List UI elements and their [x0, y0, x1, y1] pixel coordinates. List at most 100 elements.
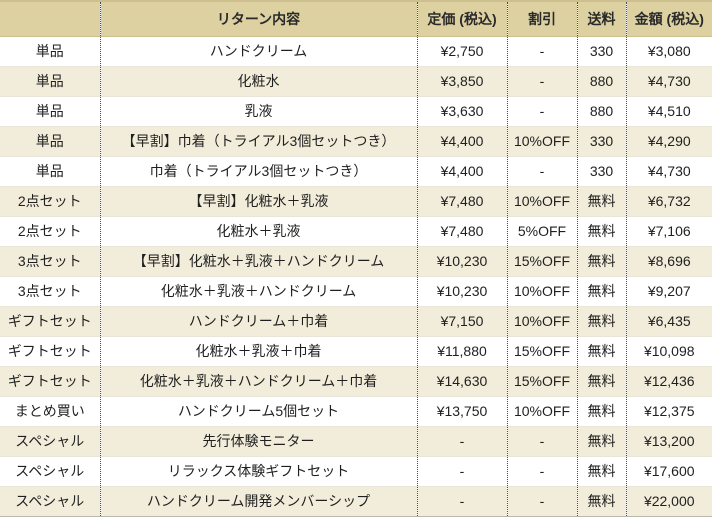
table-row: ギフトセット 化粧水＋乳液＋ハンドクリーム＋巾着 ¥14,630 15%OFF 無料 ¥1…	[0, 366, 712, 397]
cell-shipping: 330	[577, 156, 627, 187]
cell-category: 3点セット	[0, 246, 101, 277]
cell-shipping: 無料	[577, 456, 627, 487]
table-row: 2点セット 化粧水＋乳液 ¥7,480 5%OFF 無料 ¥7,106	[0, 216, 712, 247]
cell-discount: 5%OFF	[507, 216, 578, 247]
cell-price: ¥10,230	[417, 246, 508, 277]
cell-discount: 10%OFF	[507, 276, 578, 307]
table-row: スペシャル リラックス体験ギフトセット - - 無料 ¥17,600	[0, 456, 712, 487]
cell-category: ギフトセット	[0, 336, 101, 367]
cell-amount: ¥6,435	[626, 306, 712, 337]
cell-price: ¥2,750	[417, 36, 508, 67]
cell-content: 【早割】化粧水＋乳液	[100, 186, 418, 217]
header-category	[0, 1, 101, 37]
cell-amount: ¥22,000	[643, 493, 695, 509]
cell-category: 単品	[0, 66, 101, 97]
cell-content: 化粧水＋乳液＋ハンドクリーム	[100, 276, 418, 307]
cell-shipping: 無料	[577, 216, 627, 247]
table-row: ギフトセット ハンドクリーム＋巾着 ¥7,150 10%OFF 無料 ¥6,435	[0, 306, 712, 337]
cell-category: ギフトセット	[0, 366, 101, 397]
header-price: 定価 (税込)	[417, 1, 508, 37]
cell-price: -	[417, 426, 508, 457]
cell-shipping: 無料	[577, 396, 627, 427]
cell-amount: ¥17,600	[626, 456, 712, 487]
cell-shipping: 無料	[577, 276, 627, 307]
table-row: 単品 【早割】巾着（トライアル3個セットつき） ¥4,400 10%OFF 330 ¥4,…	[0, 126, 712, 157]
table-row: 2点セット 【早割】化粧水＋乳液 ¥7,480 10%OFF 無料 ¥6,732	[0, 186, 712, 217]
cell-shipping: 無料	[577, 246, 627, 277]
cell-discount: 10%OFF	[507, 126, 578, 157]
table-row: 単品 ハンドクリーム ¥2,750-330 ¥3,080	[0, 36, 712, 67]
cell-category: 単品	[0, 36, 101, 67]
cell-amount: ¥10,098	[626, 336, 712, 367]
cell-category: 3点セット	[0, 276, 101, 307]
cell-price: -	[417, 456, 508, 487]
cell-price: ¥7,150	[417, 306, 508, 337]
cell-discount: -	[507, 96, 578, 127]
cell-content: ハンドクリーム＋巾着	[100, 306, 418, 337]
cell-category: 単品	[0, 126, 101, 157]
cell-category: スペシャル	[0, 426, 101, 457]
cell-shipping: 無料	[577, 366, 627, 397]
table-row: まとめ買い ハンドクリーム5個セット ¥13,750 10%OFF 無料 ¥12,375	[0, 396, 712, 427]
cell-amount: ¥6,732	[626, 186, 712, 217]
cell-discount: -	[507, 486, 578, 516]
cell-amount: ¥3,080	[626, 36, 712, 67]
header-discount: 割引	[507, 1, 578, 37]
cell-shipping: 無料	[577, 486, 627, 516]
cell-price: ¥4,400	[417, 126, 508, 157]
cell-price: ¥7,480	[417, 216, 508, 247]
cell-category: 単品	[0, 156, 101, 187]
header-content: リターン内容	[100, 1, 418, 37]
cell-discount: 15%OFF	[507, 336, 578, 367]
cell-category: スペシャル	[0, 456, 101, 487]
table-row: 3点セット 【早割】化粧水＋乳液＋ハンドクリーム ¥10,230 15%OFF 無料 ¥8…	[0, 246, 712, 277]
cell-shipping: 無料	[577, 426, 627, 457]
cell-category: 単品	[0, 96, 101, 127]
cell-amount: ¥4,510	[626, 96, 712, 127]
cell-content: ハンドクリーム5個セット	[100, 396, 418, 427]
cell-discount: 10%OFF	[507, 396, 578, 427]
cell-price: ¥10,230	[417, 276, 508, 307]
table-row: スペシャル 先行体験モニター - - 無料 ¥13,200	[0, 426, 712, 457]
cell-category: 2点セット	[0, 186, 101, 217]
cell-discount: 15%OFF	[507, 366, 578, 397]
table-row: スペシャル ハンドクリーム開発メンバーシップ - - 無料 ¥22,000	[0, 486, 712, 516]
header-row: リターン内容 定価 (税込) 割引 送料 金額 (税込)	[0, 1, 712, 37]
cell-content: ハンドクリーム	[100, 36, 418, 67]
cell-price: ¥14,630	[417, 366, 508, 397]
cell-content: 化粧水＋乳液＋巾着	[100, 336, 418, 367]
cell-content: 巾着（トライアル3個セットつき）	[100, 156, 418, 187]
table-row: 単品 化粧水 ¥3,850-880 ¥4,730	[0, 66, 712, 97]
cell-price: ¥11,880	[417, 336, 508, 367]
cell-shipping: 無料	[577, 186, 627, 217]
cell-category: ギフトセット	[0, 306, 101, 337]
cell-content: 【早割】巾着（トライアル3個セットつき）	[100, 126, 418, 157]
cell-content: 乳液	[100, 96, 418, 127]
table-row: 単品 乳液 ¥3,630-880 ¥4,510	[0, 96, 712, 127]
cell-discount: -	[507, 66, 578, 97]
cell-shipping: 330	[577, 36, 627, 67]
cell-category: スペシャル	[0, 486, 101, 516]
cell-amount: ¥12,375	[626, 396, 712, 427]
cell-content: 【早割】化粧水＋乳液＋ハンドクリーム	[100, 246, 418, 277]
cell-category: 2点セット	[0, 216, 101, 247]
table-body: 単品 ハンドクリーム ¥2,750-330 ¥3,080 単品 化粧水 ¥3,850-880…	[0, 36, 712, 516]
cell-amount: ¥9,207	[626, 276, 712, 307]
header-amount: 金額 (税込)	[626, 1, 712, 37]
cell-amount: ¥8,696	[626, 246, 712, 277]
cell-price: ¥4,400	[417, 156, 508, 187]
cell-discount: -	[507, 36, 578, 67]
cell-shipping: 無料	[577, 306, 627, 337]
table-row: 単品 巾着（トライアル3個セットつき） ¥4,400-330 ¥4,730	[0, 156, 712, 187]
cell-amount: ¥12,436	[626, 366, 712, 397]
cell-price: ¥3,630	[417, 96, 508, 127]
cell-shipping: 無料	[577, 336, 627, 367]
cell-amount: ¥4,730	[626, 66, 712, 97]
cell-price: -	[417, 486, 508, 516]
cell-discount: -	[507, 426, 578, 457]
cell-content: 化粧水＋乳液	[100, 216, 418, 247]
cell-category: まとめ買い	[0, 396, 101, 427]
cell-discount: -	[507, 456, 578, 487]
cell-price: ¥13,750	[417, 396, 508, 427]
